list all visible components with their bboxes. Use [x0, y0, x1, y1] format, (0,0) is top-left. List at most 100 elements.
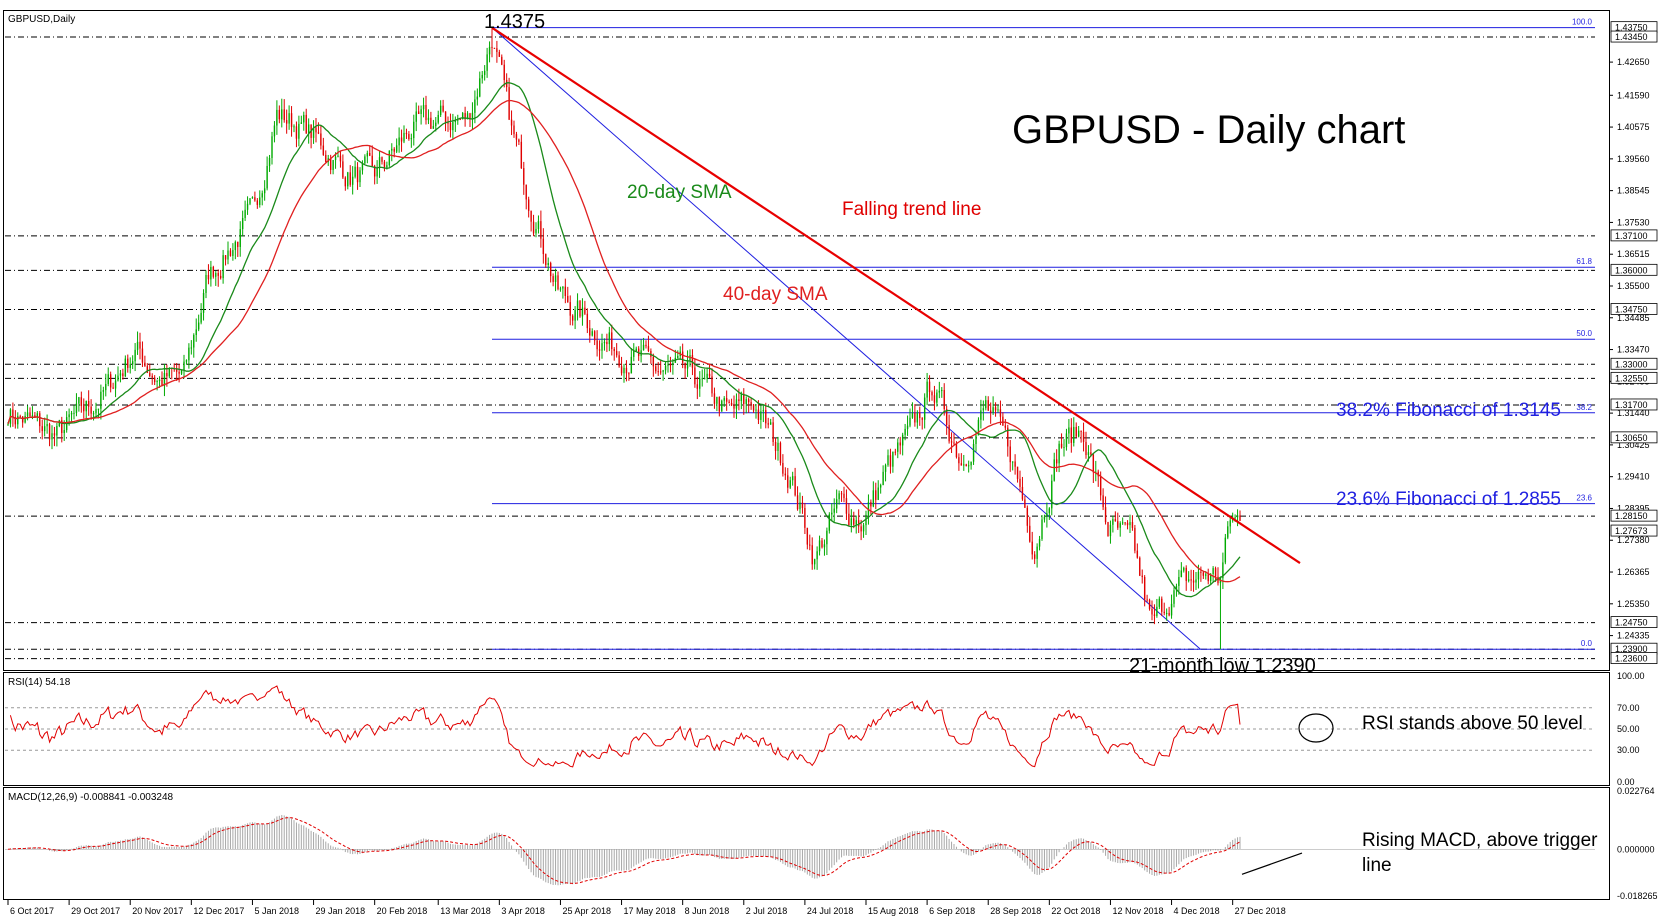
candle-body — [721, 400, 723, 412]
candle-body — [515, 134, 518, 140]
candle-body — [938, 390, 941, 393]
candle-body — [923, 397, 926, 420]
candle-body — [175, 368, 178, 372]
candle-body — [1075, 426, 1077, 437]
price-level-box — [1610, 616, 1658, 628]
candle-body — [87, 400, 90, 407]
candle-body — [408, 134, 410, 140]
candle-body — [960, 463, 963, 466]
candle-body — [425, 104, 427, 121]
candle-body — [1031, 541, 1033, 555]
candle-body — [329, 158, 332, 170]
candle-body — [662, 370, 664, 372]
candle-body — [767, 423, 769, 425]
price-level-box — [1610, 524, 1658, 537]
date-tick-label: 20 Feb 2018 — [377, 906, 428, 916]
rsi-highlight-circle — [1298, 713, 1334, 743]
candle-body — [493, 47, 496, 49]
candle-body — [320, 133, 322, 146]
candle-body — [804, 507, 806, 528]
candle-body — [537, 221, 540, 229]
candle-body — [461, 113, 464, 120]
candle-body — [1222, 562, 1224, 579]
candle-body — [1029, 525, 1031, 542]
candle-body — [1021, 486, 1024, 500]
candle-body — [892, 451, 894, 467]
candle-body — [567, 295, 569, 303]
candle-body — [1038, 538, 1041, 547]
candle-body — [261, 193, 263, 198]
candle-body — [659, 371, 662, 373]
candle-body — [1151, 608, 1153, 615]
candle-body — [1134, 527, 1136, 551]
candle-body — [989, 410, 992, 413]
candle-body — [1168, 612, 1170, 616]
candle-body — [1146, 599, 1148, 601]
candle-body — [376, 167, 378, 177]
fib-label: 0.0 — [1581, 639, 1593, 648]
candle-body — [657, 371, 659, 373]
candle-body — [1163, 611, 1165, 614]
candle-body — [432, 126, 435, 129]
candle-body — [889, 455, 892, 467]
candle-body — [100, 391, 102, 409]
low-label: 21-month low 1.2390 — [1129, 655, 1316, 677]
candle-body — [757, 409, 760, 420]
candle-body — [127, 358, 129, 368]
candle-body — [564, 286, 567, 296]
candle-body — [439, 105, 442, 115]
candle-body — [263, 188, 266, 194]
candle-body — [1227, 526, 1229, 538]
candle-body — [677, 356, 679, 358]
candle-body — [791, 476, 794, 481]
candle-body — [559, 288, 562, 290]
candle-body — [1119, 523, 1121, 528]
candle-body — [1087, 452, 1090, 456]
candle-body — [740, 393, 743, 402]
candle-body — [398, 137, 400, 146]
candle-body — [483, 70, 486, 75]
candle-body — [630, 356, 633, 374]
candle-body — [300, 122, 303, 124]
candle-body — [273, 125, 276, 137]
macd-tick-label: 0.000000 — [1617, 844, 1655, 854]
candle-body — [117, 375, 119, 381]
macd-signal-line — [7, 817, 1241, 884]
candle-body — [840, 493, 843, 495]
price-level-label: 1.36000 — [1615, 265, 1648, 275]
candle-body — [850, 518, 853, 526]
candle-body — [17, 416, 19, 425]
candle-body — [1065, 433, 1068, 448]
candle-body — [527, 199, 530, 211]
candle-body — [136, 341, 139, 350]
candle-body — [510, 119, 513, 126]
candle-body — [1148, 599, 1151, 609]
price-level-label: 1.28150 — [1615, 511, 1648, 521]
candle-body — [1209, 573, 1212, 582]
candle-body — [290, 113, 293, 127]
candle-body — [823, 544, 826, 548]
candle-body — [921, 418, 923, 420]
candle-body — [268, 158, 271, 166]
candle-body — [769, 422, 772, 425]
rsi-line — [9, 685, 1241, 768]
candle-body — [112, 387, 114, 389]
candle-body — [999, 409, 1002, 417]
candle-body — [391, 148, 393, 151]
candle-body — [826, 530, 828, 545]
candle-body — [12, 409, 14, 418]
candle-body — [1060, 443, 1063, 448]
high-label: 1.4375 — [484, 11, 545, 33]
candle-body — [373, 166, 376, 177]
candle-body — [745, 399, 747, 404]
candle-body — [838, 493, 840, 500]
candle-body — [1136, 550, 1139, 558]
candle-body — [1187, 579, 1190, 581]
candle-body — [696, 384, 699, 389]
candle-body — [232, 250, 234, 256]
candle-body — [1141, 575, 1143, 578]
candle-body — [1024, 499, 1026, 508]
fib-diagonal-line — [491, 27, 1201, 650]
candle-body — [1124, 522, 1126, 524]
